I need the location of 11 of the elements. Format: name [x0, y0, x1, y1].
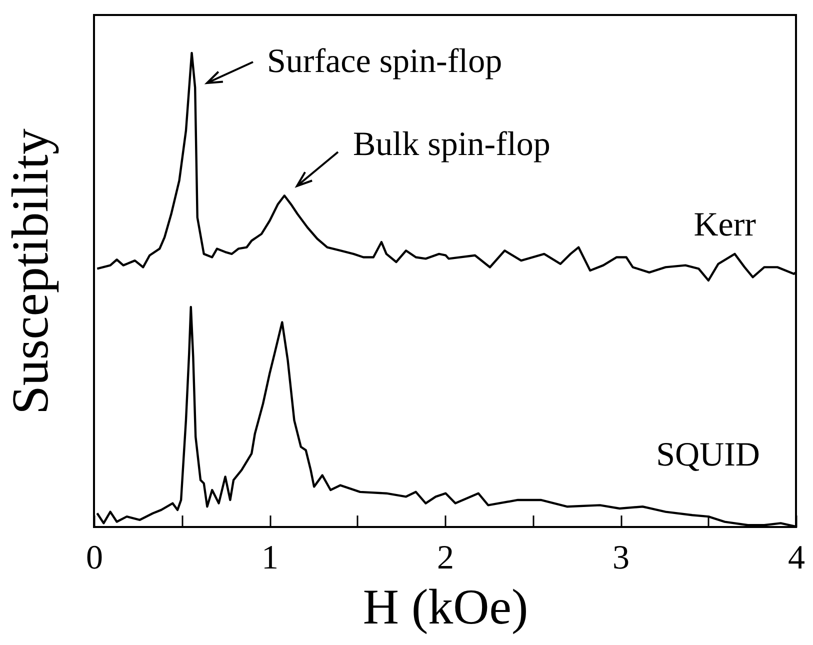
series-label: SQUID — [656, 436, 760, 474]
x-axis-title: H (kOe) — [362, 578, 528, 634]
annotation: Bulk spin-flop — [353, 126, 550, 163]
series-label: Kerr — [694, 206, 757, 244]
x-tick-label: 1 — [262, 540, 278, 576]
x-tick-label: 4 — [788, 540, 805, 576]
x-tick-label: 0 — [86, 540, 103, 576]
x-tick-label: 2 — [437, 540, 454, 576]
y-axis-title: Susceptibility — [2, 128, 60, 414]
x-tick-label: 3 — [612, 540, 630, 576]
annotation: Surface spin-flop — [267, 43, 502, 80]
